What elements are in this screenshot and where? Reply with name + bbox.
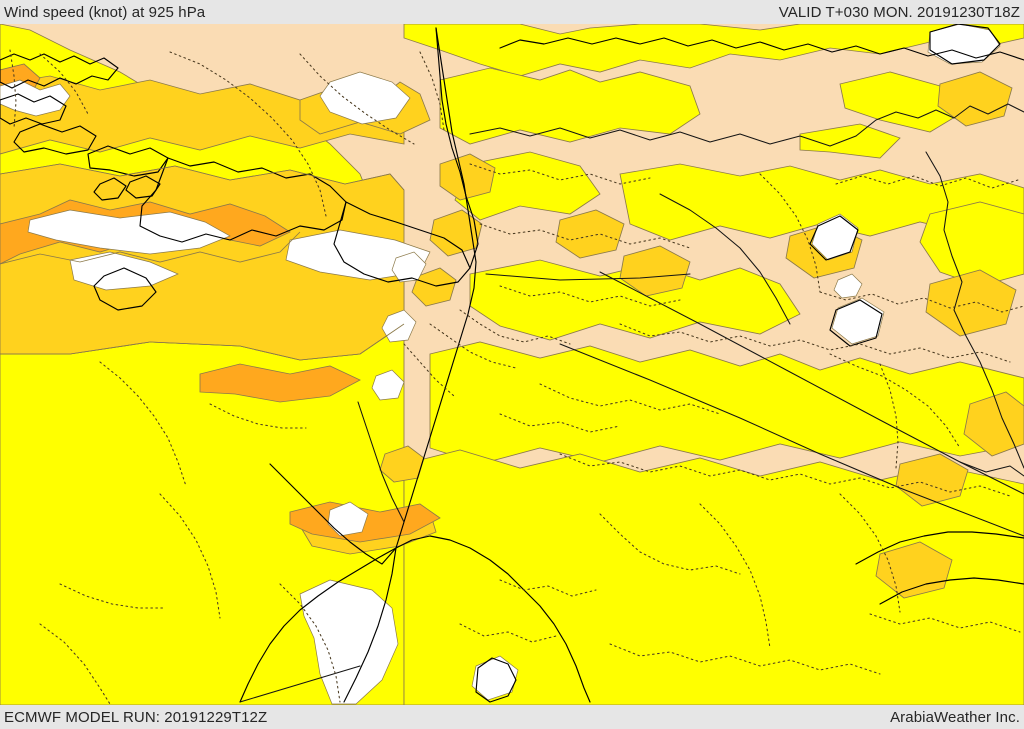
coastline-layer — [0, 24, 1024, 703]
map-canvas[interactable] — [0, 24, 1024, 705]
wind-speed-contour-map — [0, 24, 1024, 705]
valid-time-label: VALID T+030 MON. 20191230T18Z — [778, 3, 1020, 21]
isotach-band-calm — [0, 24, 1001, 705]
header-bar: Wind speed (knot) at 925 hPa VALID T+030… — [0, 0, 1024, 24]
admin-border-layer — [9, 49, 1024, 705]
international-border-layer — [239, 103, 1024, 703]
provider-label: ArabiaWeather Inc. — [890, 708, 1020, 726]
footer-bar: ECMWF MODEL RUN: 20191229T12Z ArabiaWeat… — [0, 705, 1024, 729]
page-title: Wind speed (knot) at 925 hPa — [4, 3, 206, 21]
isotach-band-moderate — [0, 24, 1024, 705]
isotach-line-layer — [0, 163, 405, 361]
model-run-label: ECMWF MODEL RUN: 20191229T12Z — [4, 708, 268, 726]
